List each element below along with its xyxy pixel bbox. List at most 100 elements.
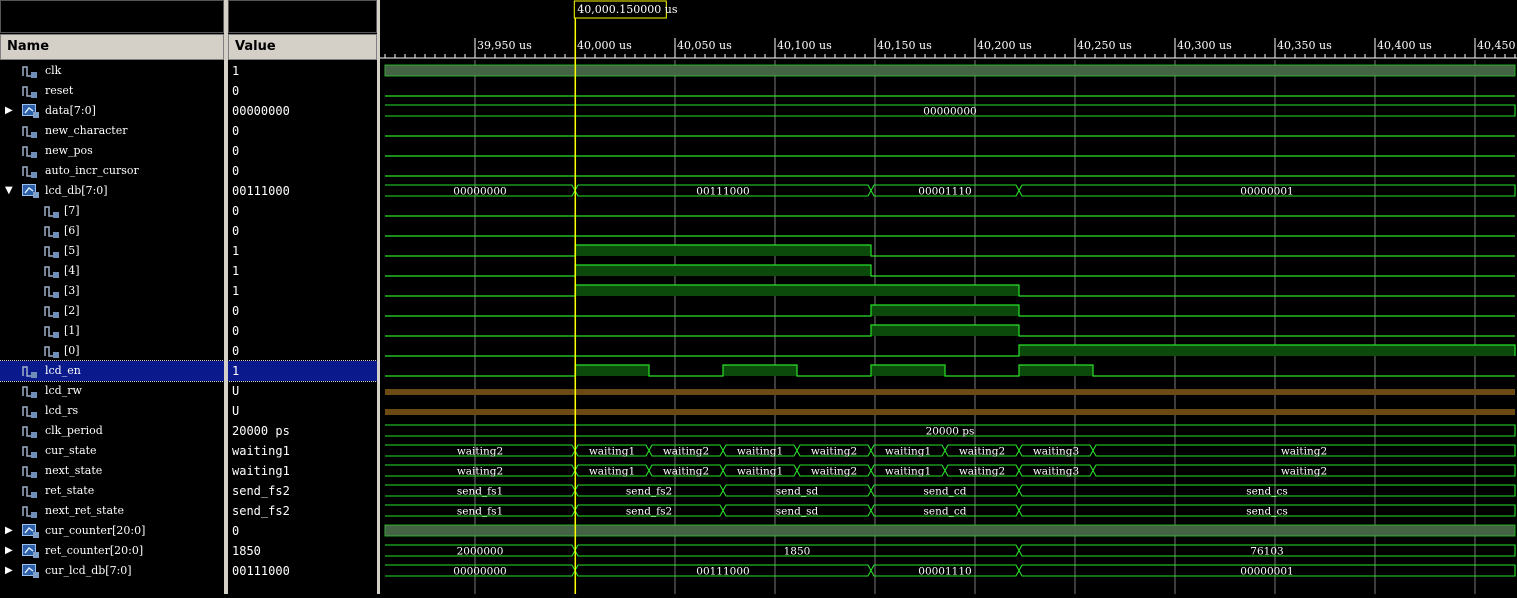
signal-row[interactable]: new_character (0, 121, 224, 141)
signal-row[interactable]: ▶ cur_counter[20:0] (0, 521, 224, 541)
signal-row[interactable]: ret_state (0, 481, 224, 501)
value-row[interactable]: 1 (228, 261, 377, 281)
value-row[interactable]: 1 (227, 360, 378, 382)
signal-row[interactable]: ▶ cur_lcd_db[7:0] (0, 561, 224, 581)
signal-name: new_character (45, 124, 128, 137)
signal-row[interactable]: [5] (0, 241, 224, 261)
value-column-header[interactable]: Value (228, 34, 377, 60)
signal-row[interactable]: [3] (0, 281, 224, 301)
value-row[interactable]: U (228, 381, 377, 401)
value-row[interactable]: 1 (228, 61, 377, 81)
signal-row[interactable]: lcd_rs (0, 401, 224, 421)
signal-row[interactable]: next_state (0, 461, 224, 481)
signal-row[interactable]: auto_incr_cursor (0, 161, 224, 181)
signal-value: 20000 ps (232, 424, 290, 438)
value-row[interactable]: 0 (228, 321, 377, 341)
name-panel-toolbar (0, 0, 224, 33)
bit-signal-icon (22, 406, 37, 418)
value-row[interactable]: 00000000 (228, 101, 377, 121)
collapse-arrow-icon[interactable]: ▼ (5, 185, 13, 196)
signal-name: lcd_rw (45, 384, 82, 397)
signal-row[interactable]: reset (0, 81, 224, 101)
value-row[interactable]: 0 (228, 201, 377, 221)
signal-name: lcd_db[7:0] (45, 184, 108, 197)
waveform-bus-value: send_fs1 (457, 486, 503, 498)
signal-row[interactable]: [7] (0, 201, 224, 221)
waveform-bus-value: 00001110 (918, 186, 971, 198)
value-row[interactable]: 0 (228, 141, 377, 161)
signal-value: 1850 (232, 544, 261, 558)
value-row[interactable]: send_fs2 (228, 501, 377, 521)
waveform-bus-segment (944, 464, 1020, 477)
value-row[interactable]: 20000 ps (228, 421, 377, 441)
ruler-tick-label: 40,000 us (577, 39, 632, 52)
signal-row[interactable]: cur_state (0, 441, 224, 461)
waveform-bus-value: send_cs (1246, 486, 1288, 498)
waveform-pulse-trace (385, 324, 1515, 337)
signal-row[interactable]: next_ret_state (0, 501, 224, 521)
waveform-bus-value: send_cd (924, 486, 967, 498)
value-row[interactable]: 00111000 (228, 181, 377, 201)
signal-row[interactable]: [1] (0, 321, 224, 341)
waveform-bus-value: send_fs2 (626, 486, 672, 498)
signal-row[interactable]: [4] (0, 261, 224, 281)
signal-row[interactable]: lcd_en (0, 360, 225, 382)
value-row[interactable]: 0 (228, 521, 377, 541)
signal-name: auto_incr_cursor (45, 164, 139, 177)
expand-arrow-icon[interactable]: ▶ (5, 565, 13, 576)
timeline-ruler[interactable] (380, 0, 1517, 60)
signal-row[interactable]: ▶ ret_counter[20:0] (0, 541, 224, 561)
waveform-bus-value: 00000000 (453, 566, 506, 578)
value-row[interactable]: 0 (228, 301, 377, 321)
value-row[interactable]: 0 (228, 341, 377, 361)
bus-signal-icon (22, 104, 39, 118)
signal-row[interactable]: ▶ data[7:0] (0, 101, 224, 121)
ruler-tick-label: 40,450 us (1477, 39, 1517, 52)
waveform-bus-value: waiting1 (589, 466, 635, 478)
signal-row[interactable]: clk (0, 61, 224, 81)
waveform-bus-value: send_cd (924, 506, 967, 518)
waveform-panel[interactable]: 39,950 us 40,000 us 40,050 us 40,100 us 40,1… (380, 0, 1517, 594)
value-row[interactable]: send_fs2 (228, 481, 377, 501)
value-row[interactable]: 1 (228, 241, 377, 261)
signal-row[interactable]: [2] (0, 301, 224, 321)
waveform-bus-value: 00111000 (696, 566, 749, 578)
value-row[interactable]: waiting1 (228, 461, 377, 481)
value-row[interactable]: 0 (228, 221, 377, 241)
waveform-high-fill (575, 285, 1019, 296)
signal-name: cur_counter[20:0] (45, 524, 146, 537)
value-row[interactable]: 1 (228, 281, 377, 301)
waveform-canvas[interactable]: 39,950 us 40,000 us 40,050 us 40,100 us 40,1… (380, 0, 1517, 594)
signal-row[interactable]: clk_period (0, 421, 224, 441)
waveform-bus-segment (1092, 444, 1516, 457)
signal-row[interactable]: [0] (0, 341, 224, 361)
value-row[interactable]: waiting1 (228, 441, 377, 461)
ruler-tick-label: 40,300 us (1177, 39, 1232, 52)
signal-value: 1 (232, 64, 240, 78)
expand-arrow-icon[interactable]: ▶ (5, 525, 13, 536)
waveform-bus-value: waiting2 (1281, 466, 1327, 478)
value-row[interactable]: 1850 (228, 541, 377, 561)
signal-row[interactable]: new_pos (0, 141, 224, 161)
signal-row[interactable]: [6] (0, 221, 224, 241)
name-column-header[interactable]: Name (0, 34, 224, 60)
expand-arrow-icon[interactable]: ▶ (5, 545, 13, 556)
expand-arrow-icon[interactable]: ▶ (5, 105, 13, 116)
signal-row[interactable]: lcd_rw (0, 381, 224, 401)
value-row[interactable]: 00111000 (228, 561, 377, 581)
name-value-splitter[interactable] (224, 0, 228, 594)
signal-row[interactable]: ▼ lcd_db[7:0] (0, 181, 224, 201)
value-row[interactable]: 0 (228, 121, 377, 141)
ruler-tick-label: 40,100 us (777, 39, 832, 52)
value-wave-splitter[interactable] (377, 0, 380, 594)
waveform-high-fill (871, 305, 1019, 316)
waveform-bus-value: 76103 (1250, 546, 1283, 558)
signal-value: waiting1 (232, 464, 290, 478)
signal-name: lcd_en (45, 364, 81, 377)
value-row[interactable]: 0 (228, 81, 377, 101)
waveform-bus-value: waiting2 (811, 466, 857, 478)
value-row[interactable]: U (228, 401, 377, 421)
waveform-pulse-trace (385, 264, 1515, 277)
value-row[interactable]: 0 (228, 161, 377, 181)
signal-name: cur_lcd_db[7:0] (45, 564, 132, 577)
